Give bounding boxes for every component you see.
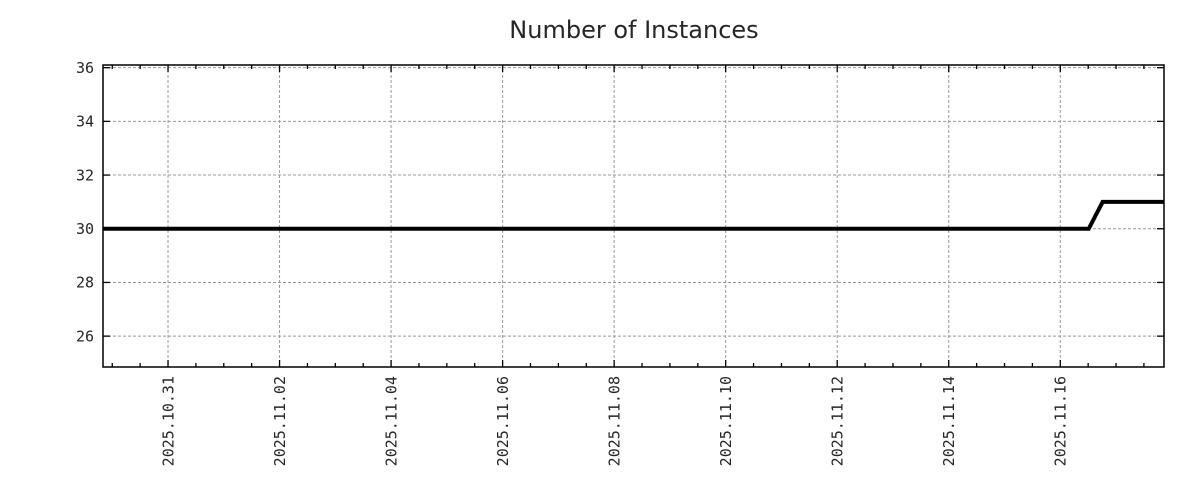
plot-border <box>102 64 1165 368</box>
y-tick-label: 32 <box>76 166 94 184</box>
series-line-instances <box>103 199 1164 231</box>
y-tick-label: 36 <box>76 59 94 77</box>
x-tick-label: 2025.11.16 <box>1052 376 1070 466</box>
y-tick-label: 34 <box>76 113 94 131</box>
x-tick-label: 2025.11.02 <box>271 376 289 466</box>
y-tick-label: 30 <box>76 220 94 238</box>
y-tick-label: 28 <box>76 274 94 292</box>
x-tick-label: 2025.11.06 <box>494 376 512 466</box>
x-tick-label: 2025.11.14 <box>940 376 958 466</box>
x-tick-label: 2025.11.10 <box>717 376 735 466</box>
x-tick-label: 2025.11.08 <box>605 376 623 466</box>
x-tick-label: 2025.11.12 <box>828 376 846 466</box>
x-tick-label: 2025.11.04 <box>382 376 400 466</box>
chart-title: Number of Instances <box>509 16 759 44</box>
x-tick-label: 2025.10.31 <box>159 376 177 466</box>
y-tick-label: 26 <box>76 327 94 345</box>
